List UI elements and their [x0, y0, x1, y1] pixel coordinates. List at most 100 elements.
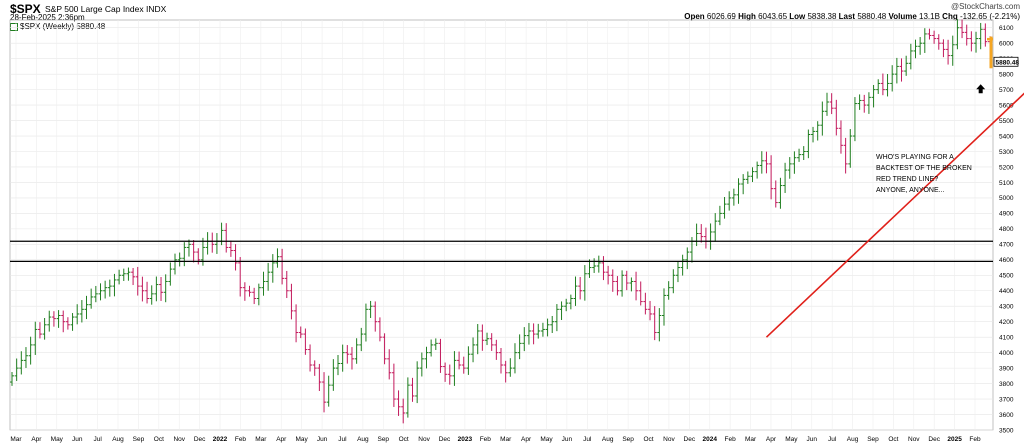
y-tick-label: 5400 — [999, 133, 1014, 140]
ohlc-bar — [37, 322, 42, 339]
exchange-label: INDX — [145, 4, 167, 14]
ohlc-bar — [769, 155, 774, 200]
ohlc-bar — [154, 276, 159, 302]
x-tick-label: Sep — [622, 436, 634, 443]
ohlc-bar — [312, 360, 317, 376]
ohlc-bar — [662, 288, 666, 326]
ohlc-bar — [503, 360, 508, 383]
ohlc-bar — [419, 352, 424, 377]
x-tick-label: Feb — [725, 436, 737, 443]
ohlc-bar — [387, 349, 392, 380]
ohlc-bar — [694, 223, 699, 247]
ohlc-bar — [107, 279, 112, 297]
y-tick-label: 6000 — [999, 41, 1014, 48]
ohlc-bar — [457, 351, 462, 370]
x-tick-label: Apr — [31, 436, 42, 443]
ohlc-bar — [280, 248, 285, 285]
ohlc-bar — [261, 271, 266, 296]
ohlc-bar — [340, 344, 345, 372]
ohlc-bar — [801, 146, 806, 161]
ohlc-bar — [415, 361, 420, 404]
ohlc-bar — [671, 269, 676, 294]
ohlc-bar — [848, 129, 853, 168]
low-value: 5838.38 — [807, 12, 837, 21]
ohlc-bar — [443, 362, 448, 382]
ohlc-bar — [256, 283, 261, 306]
ohlc-bar — [117, 269, 122, 285]
overlays: 5880.48 — [10, 36, 1024, 338]
ohlc-bar — [205, 232, 210, 255]
ohlc-bar — [56, 310, 61, 328]
x-tick-label: Apr — [521, 436, 532, 443]
ohlc-bar — [624, 270, 629, 291]
ohlc-bar — [140, 276, 145, 302]
ohlc-bar — [908, 43, 913, 70]
ohlc-bar — [652, 306, 657, 341]
x-tick-label: Jun — [562, 436, 573, 443]
ohlc-bar — [177, 252, 182, 267]
volume-value: 13.1B — [919, 12, 940, 21]
x-axis: Mar Apr May Jun Jul Aug Sep Oct Nov Dec 2022 Feb Mar… — [10, 436, 981, 443]
x-tick-label: Mar — [255, 436, 267, 443]
ohlc-bar — [382, 333, 387, 365]
ohlc-bar — [783, 162, 788, 193]
ohlc-bar — [880, 73, 885, 96]
red-trend-line — [765, 92, 1024, 338]
x-tick-label: Jul — [93, 436, 102, 443]
ohlc-bar — [899, 58, 904, 82]
last-value: 5880.48 — [857, 12, 887, 21]
ohlc-bar — [773, 180, 778, 208]
ohlc-bar — [545, 318, 550, 337]
ohlc-bar — [797, 148, 802, 162]
ohlc-bar — [377, 317, 382, 342]
ohlc-bar — [79, 300, 84, 323]
ohlc-bar — [610, 269, 615, 292]
ohlc-bar — [485, 332, 490, 346]
x-tick-label: Dec — [439, 436, 451, 443]
ohlc-bar — [620, 270, 625, 297]
y-tick-label: 4300 — [999, 304, 1014, 311]
annotation-line-1: WHO'S PLAYING FOR A — [876, 154, 954, 161]
ohlc-bar — [950, 35, 955, 66]
ohlc-bar — [731, 188, 736, 206]
x-tick-label: May — [51, 436, 64, 443]
ohlc-bar — [359, 327, 364, 352]
ohlc-bar — [84, 295, 89, 320]
ohlc-bar — [857, 94, 862, 110]
ohlc-bar — [89, 288, 94, 309]
ohlc-bar — [475, 324, 480, 355]
x-tick-label: Feb — [480, 436, 492, 443]
ohlc-bar — [885, 73, 890, 97]
index-name: S&P 500 Large Cap Index INDX — [45, 4, 166, 14]
series-legend: $SPX (Weekly) 5880.48 — [10, 22, 105, 31]
x-tick-label: Sep — [377, 436, 389, 443]
ohlc-bar — [922, 28, 927, 53]
ohlc-bar — [736, 178, 741, 204]
x-tick-label: Jun — [807, 436, 818, 443]
ohlc-bar — [396, 390, 401, 416]
ohlc-bar — [284, 270, 289, 299]
ohlc-bar — [820, 101, 825, 136]
y-tick-label: 5000 — [999, 195, 1014, 202]
ohlc-bar — [345, 345, 350, 364]
x-tick-label: May — [296, 436, 309, 443]
ohlc-bar — [587, 259, 592, 278]
ohlc-bar — [522, 327, 527, 352]
ohlc-bar — [680, 254, 685, 276]
x-tick-label: Aug — [847, 436, 859, 443]
ohlc-bar — [838, 120, 843, 154]
y-tick-label: 5300 — [999, 149, 1014, 156]
ohlc-bar — [745, 171, 750, 184]
ohlc-bar — [531, 323, 536, 345]
chg-value: -132.65 (-2.21%) — [959, 12, 1020, 21]
y-tick-label: 5800 — [999, 71, 1014, 78]
ohlc-bar — [93, 285, 98, 303]
ohlc-bar — [452, 351, 457, 386]
ohlc-bar — [806, 129, 811, 159]
ohlc-bar — [871, 84, 876, 108]
ohlc-bar — [601, 256, 606, 281]
ohlc-bar — [10, 371, 14, 386]
x-tick-label: Nov — [418, 436, 430, 443]
ohlc-bar — [708, 223, 713, 250]
